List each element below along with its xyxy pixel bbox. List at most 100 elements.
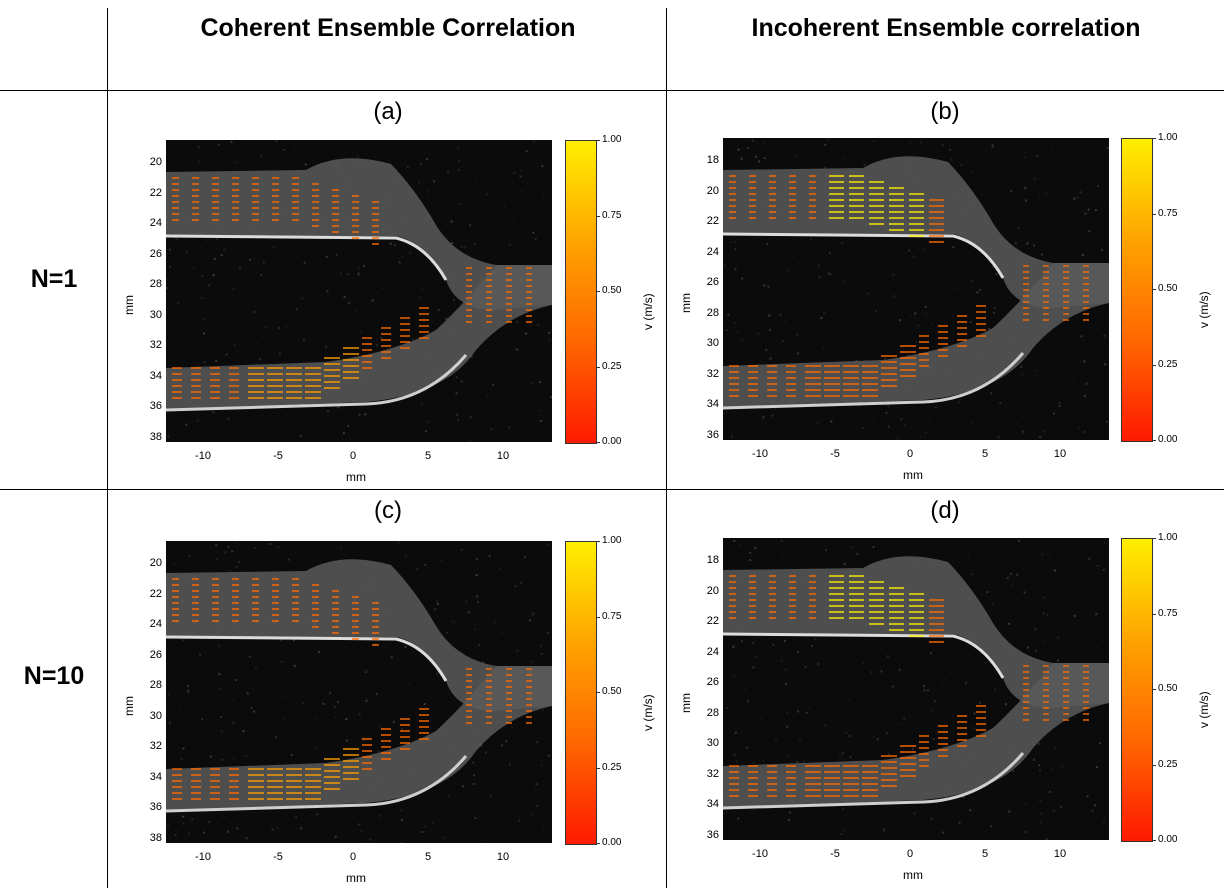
speckle [406, 166, 409, 169]
speckle [166, 287, 169, 290]
speckle [1042, 596, 1045, 599]
ultrasound-plot [166, 541, 552, 843]
speckle [220, 730, 223, 733]
speckle [736, 330, 739, 333]
speckle [188, 832, 191, 835]
speckle [762, 759, 765, 762]
speckle [1041, 553, 1044, 556]
speckle [450, 220, 453, 223]
y-tick-label: 22 [706, 215, 719, 227]
speckle [862, 662, 865, 665]
speckle [971, 280, 974, 283]
y-tick-label: 24 [706, 245, 719, 258]
speckle [501, 744, 504, 747]
speckle [760, 717, 763, 720]
speckle [883, 828, 886, 831]
speckle [930, 818, 933, 821]
vessel-lower-branch [723, 263, 1109, 408]
speckle [440, 559, 443, 562]
speckle [182, 822, 185, 825]
speckle [808, 706, 811, 709]
vessel-wall [166, 234, 448, 281]
speckle [886, 732, 889, 735]
speckle [252, 257, 255, 260]
speckle [472, 783, 475, 786]
speckle [863, 163, 866, 166]
speckle [817, 663, 820, 666]
grid-vertical-middle [666, 8, 667, 888]
speckle [345, 739, 348, 742]
speckle [883, 357, 886, 360]
speckle [293, 664, 296, 667]
speckle [1029, 553, 1032, 556]
speckle [365, 699, 368, 702]
speckle [969, 809, 972, 812]
speckle [304, 163, 307, 166]
colorbar-tick-mark [596, 215, 600, 217]
speckle [486, 193, 489, 196]
speckle [824, 724, 827, 727]
speckle [260, 273, 263, 276]
speckle [445, 236, 448, 239]
speckle [228, 569, 231, 572]
speckle [774, 407, 777, 410]
speckle [300, 827, 303, 830]
speckle [976, 291, 979, 294]
speckle [347, 273, 350, 276]
speckle [357, 273, 360, 276]
speckle [232, 287, 235, 290]
x-tick-label: 0 [906, 848, 914, 860]
speckle [239, 266, 242, 269]
speckle [1043, 430, 1046, 433]
speckle [255, 363, 258, 366]
speckle [424, 430, 427, 433]
speckle [273, 670, 276, 673]
speckle [1073, 716, 1076, 719]
speckle [1012, 770, 1015, 773]
speckle [796, 333, 799, 336]
speckle [733, 753, 736, 756]
speckle [201, 289, 204, 292]
y-tick-label: 20 [149, 557, 162, 569]
y-tick-label: 32 [149, 740, 162, 752]
speckle [917, 324, 920, 327]
speckle [256, 342, 259, 345]
speckle [469, 439, 472, 442]
speckle [534, 238, 537, 241]
speckle [768, 328, 771, 331]
speckle [362, 264, 365, 267]
speckle [771, 414, 774, 417]
speckle [924, 313, 927, 316]
speckle [765, 348, 768, 351]
y-tick-label: 24 [149, 618, 162, 630]
speckle [744, 689, 747, 692]
speckle [290, 754, 293, 757]
y-tick-label: 30 [149, 308, 162, 321]
colorbar-tick-label: 0.25 [1158, 758, 1178, 770]
speckle [404, 554, 407, 557]
speckle [941, 681, 944, 684]
speckle [436, 600, 439, 603]
speckle [234, 161, 237, 164]
speckle [452, 299, 455, 302]
speckle [1073, 614, 1076, 617]
vessel-lower-branch [166, 265, 552, 410]
speckle [931, 709, 934, 712]
x-axis-label: mm [903, 468, 923, 482]
x-tick-label: -10 [752, 848, 768, 860]
speckle [339, 272, 342, 275]
speckle [547, 631, 550, 634]
speckle [455, 376, 458, 379]
speckle [295, 816, 298, 819]
speckle [539, 419, 542, 422]
speckle [965, 682, 968, 685]
speckle [927, 420, 930, 423]
speckle [258, 358, 261, 361]
speckle [227, 417, 230, 420]
speckle [477, 600, 480, 603]
vessel-wall [166, 354, 468, 412]
speckle [447, 794, 450, 797]
speckle [188, 554, 191, 557]
speckle [962, 795, 965, 798]
speckle [246, 692, 249, 695]
